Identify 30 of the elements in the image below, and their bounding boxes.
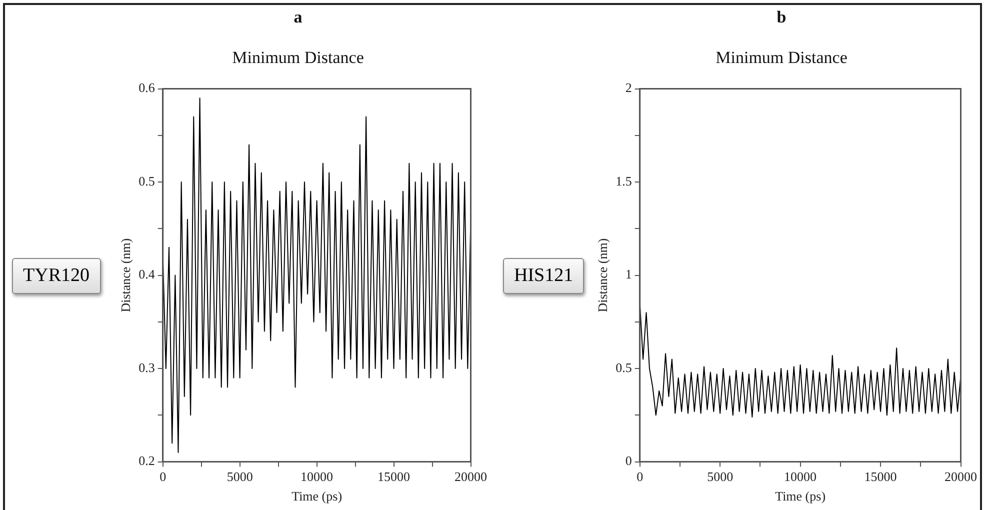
text: TYR120 <box>12 258 100 294</box>
y-tick-label: 1 <box>625 266 632 282</box>
chart-title: a <box>294 8 303 27</box>
x-tick-label: 20000 <box>944 469 977 484</box>
y-tick-label: 0 <box>625 453 632 468</box>
y-tick-label: 2 <box>625 80 632 96</box>
y-axis-title: Distance (nm) <box>595 238 610 312</box>
x-tick-label: 15000 <box>378 469 410 484</box>
x-tick-label: 5000 <box>707 469 734 484</box>
x-tick-label: 10000 <box>300 469 334 484</box>
text: HIS121 <box>503 258 584 294</box>
x-tick-label: 5000 <box>226 469 253 484</box>
y-axis-title: Distance (nm) <box>118 238 134 312</box>
y-tick-label: 0.2 <box>138 453 155 468</box>
y-tick-label: 0.5 <box>138 173 155 188</box>
y-tick-label: 0.6 <box>138 80 156 96</box>
x-tick-label: 10000 <box>784 469 817 484</box>
chart-subtitle: Minimum Distance <box>716 48 848 68</box>
x-tick-label: 20000 <box>454 469 487 484</box>
x-axis-title: Time (ps) <box>292 488 342 504</box>
x-tick-label: 0 <box>160 469 166 484</box>
y-tick-label: 1.5 <box>616 173 632 188</box>
chart-title: b <box>776 8 786 27</box>
y-tick-label: 0.3 <box>138 360 155 375</box>
x-tick-label: 15000 <box>864 469 897 484</box>
chart-subtitle: Minimum Distance <box>232 48 364 68</box>
x-tick-label: 0 <box>636 469 644 484</box>
x-axis-title: Time (ps) <box>775 488 826 504</box>
y-tick-label: 0.5 <box>616 360 632 375</box>
y-tick-label: 0.4 <box>138 266 156 282</box>
